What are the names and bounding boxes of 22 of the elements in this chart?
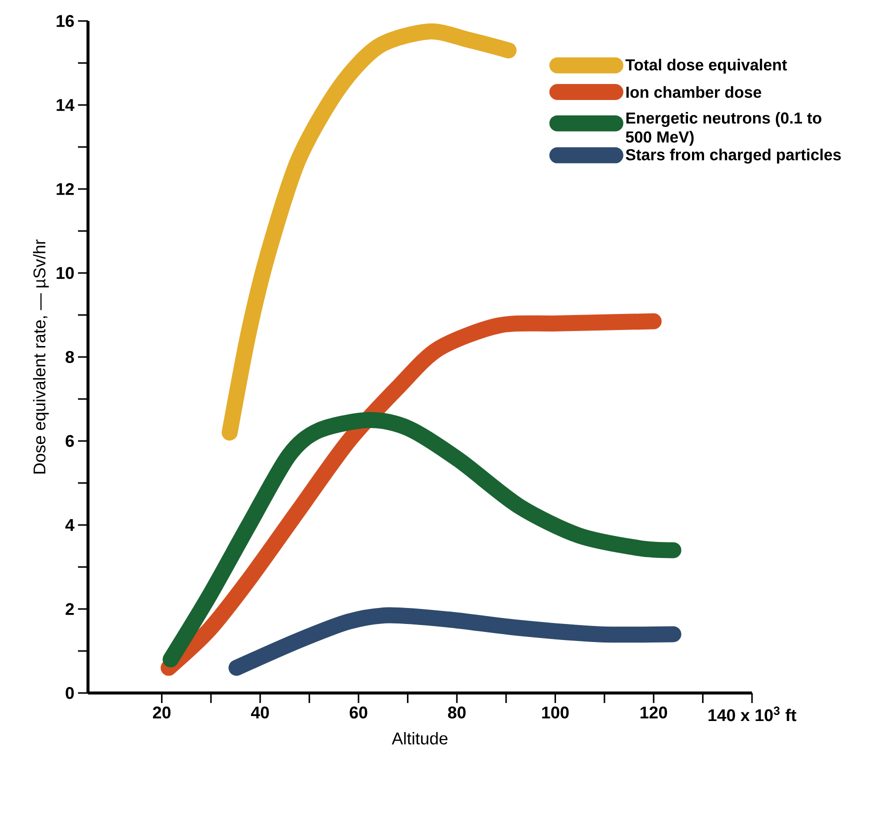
x-tick-label: 20 bbox=[152, 706, 170, 719]
y-tick-label: 4 bbox=[65, 519, 74, 531]
y-tick-label: 2 bbox=[66, 603, 74, 615]
legend-label: Energetic neutrons (0.1 to 500 MeV) bbox=[626, 112, 822, 146]
legend-label: Stars from charged particles bbox=[626, 148, 841, 164]
x-tick-label: 120 bbox=[640, 706, 668, 719]
x-tick-label: 100 bbox=[542, 706, 569, 719]
x-tick-label: 140 x 10$^{3}$ ft bbox=[708, 706, 796, 722]
y-tick-label: 0 bbox=[66, 687, 74, 700]
legend-label: Ion chamber dose bbox=[626, 86, 762, 98]
x-tick-label: 80 bbox=[448, 706, 466, 719]
x-tick-label: 40 bbox=[250, 706, 269, 719]
y-tick-label: 8 bbox=[66, 351, 74, 363]
y-tick-label: 14 bbox=[56, 99, 74, 111]
y-tick-label: 12 bbox=[56, 183, 74, 195]
y-tick-label: 10 bbox=[56, 267, 74, 279]
y-tick-label: 6 bbox=[66, 435, 74, 447]
legend-label: Total dose equivalent bbox=[626, 58, 787, 74]
x-axis-title: Altitude bbox=[392, 732, 448, 744]
x-tick-label: 60 bbox=[350, 706, 368, 719]
y-tick-label: 16 bbox=[56, 14, 74, 27]
y-axis-title: Dose equivalent rate, — µSv/hr bbox=[33, 239, 49, 474]
